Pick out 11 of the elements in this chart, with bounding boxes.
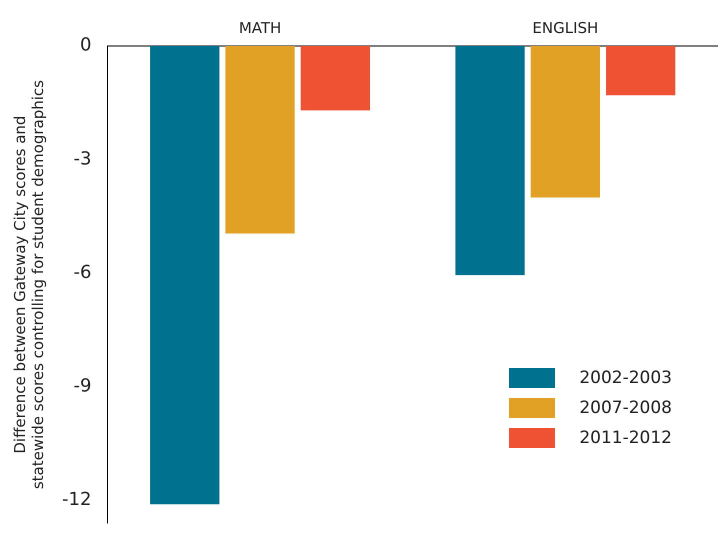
y-tick-label: -6: [73, 262, 92, 283]
y-tick-label: -3: [73, 148, 92, 170]
y-axis-title: Difference between Gateway City scores and statewide scores controlling for student demographics: [10, 80, 47, 490]
x-tick-label: ENGLISH: [532, 18, 598, 37]
y-tick-label: -9: [73, 376, 92, 397]
legend-label: 2002-2003: [579, 368, 672, 388]
legend-label: 2007-2008: [579, 398, 672, 418]
y-tick-label: -12: [62, 489, 92, 510]
legend-label: 2011-2012: [579, 428, 672, 448]
x-tick-label: MATH: [238, 18, 282, 37]
y-tick-label: 0: [80, 34, 92, 56]
